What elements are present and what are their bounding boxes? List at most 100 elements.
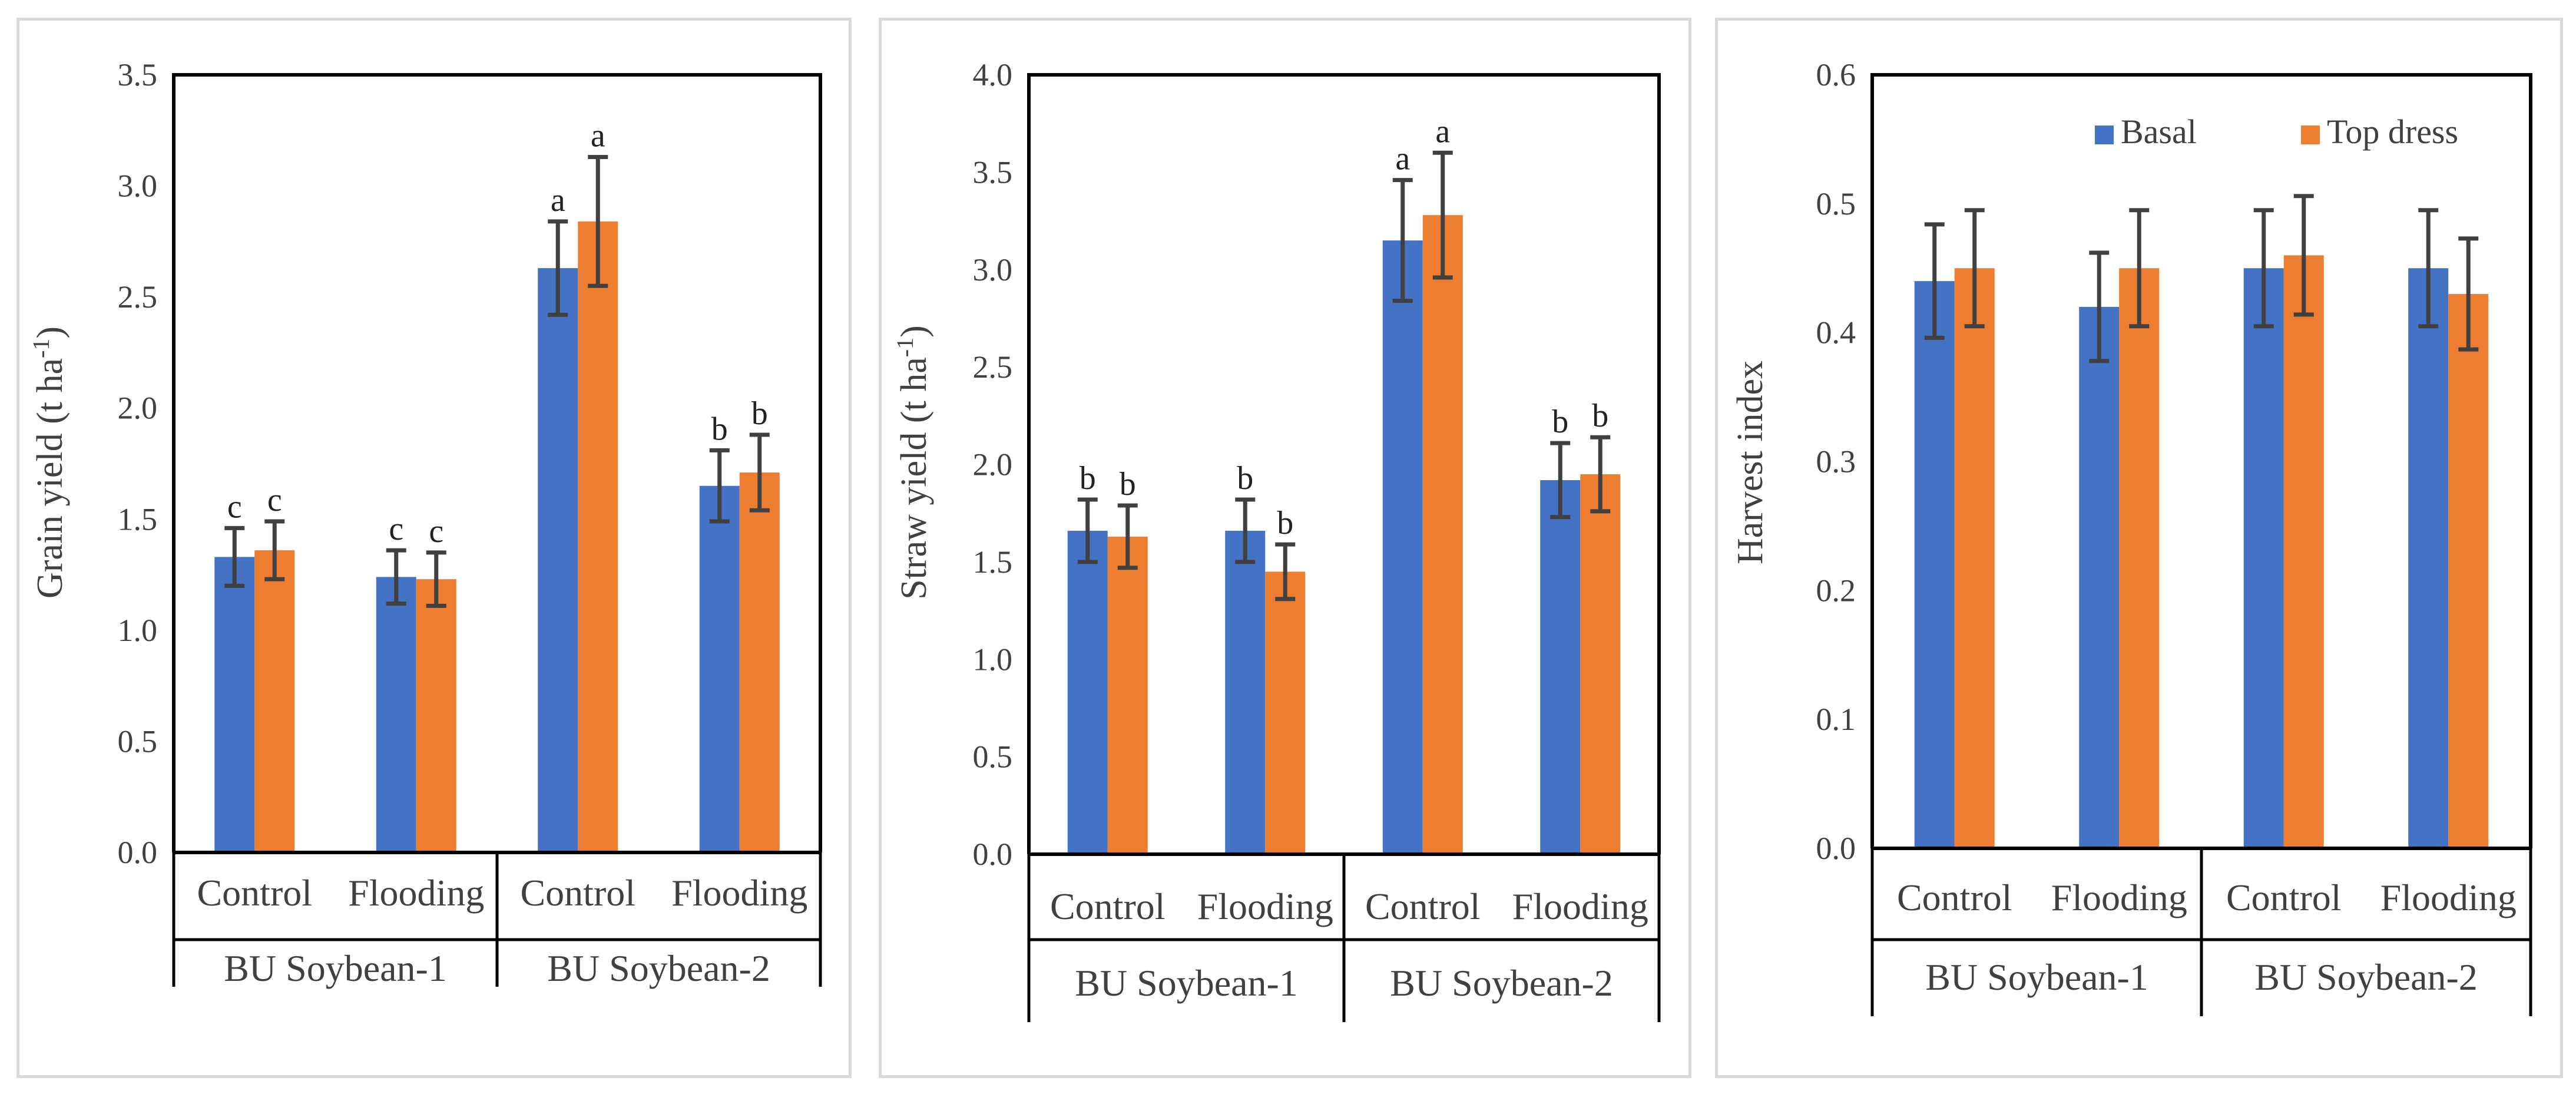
- error-bar: [1590, 435, 1611, 514]
- y-tick-label: 0.5: [973, 739, 1013, 775]
- y-tick-label: 2.0: [118, 391, 158, 426]
- bar-basal: [2079, 306, 2120, 848]
- y-tick-label: 4.0: [973, 57, 1013, 92]
- error-bar: [2418, 208, 2439, 329]
- group-label: BU Soybean-1: [1925, 956, 2148, 998]
- error-bar: [1432, 150, 1453, 280]
- y-axis-label: Grain yield (t ha-1): [28, 326, 71, 599]
- bar-basal: [2408, 268, 2449, 848]
- significance-letter: a: [1435, 113, 1450, 150]
- significance-letter: b: [1120, 466, 1136, 503]
- error-bar: [386, 548, 406, 606]
- group-label: BU Soybean-2: [2254, 956, 2478, 998]
- bar-basal: [376, 577, 416, 852]
- y-tick-label: 1.0: [973, 642, 1013, 677]
- error-bar: [1550, 441, 1571, 520]
- significance-letter: c: [227, 488, 242, 525]
- y-tick-label: 2.5: [973, 349, 1013, 385]
- significance-letter: c: [429, 513, 443, 550]
- bar-basal: [1067, 530, 1108, 854]
- error-bar: [2089, 250, 2110, 363]
- y-tick-label: 1.0: [118, 613, 158, 648]
- y-tick-label: 3.0: [973, 252, 1013, 287]
- plot-frame: [1870, 73, 2532, 848]
- significance-letter: b: [1080, 460, 1096, 497]
- y-tick-label: 0.3: [1816, 444, 1856, 480]
- y-tick-label: 0.5: [118, 723, 158, 759]
- plot-frame: [1027, 73, 1661, 854]
- significance-letter: c: [389, 511, 403, 547]
- harvest-index-chart: 0.0 0.1 0.2 0.3 0.4 0.5 0.6 Harvest index Contro…: [1730, 57, 2532, 1016]
- y-tick-label: 3.5: [118, 57, 158, 92]
- bar-basal: [214, 557, 255, 852]
- y-tick-label: 0.0: [1816, 831, 1856, 866]
- bar-top-dress: [2119, 268, 2160, 848]
- significance-letter: b: [711, 411, 728, 447]
- bar-top-dress: [1954, 268, 1995, 848]
- error-bar: [749, 432, 770, 513]
- straw-yield-chart: 0.0 0.5 1.0 1.5 2.0 2.5 3.0 3.5 4.0 Straw yield (…: [892, 57, 1661, 1022]
- error-bar: [426, 550, 446, 608]
- y-tick-label: 0.4: [1816, 315, 1856, 351]
- y-tick-label: 0.0: [118, 835, 158, 870]
- significance-letter: b: [1277, 505, 1293, 541]
- bar-basal: [699, 485, 740, 852]
- bar-top-dress: [1107, 536, 1148, 854]
- straw-yield-chart-panel: 0.0 0.5 1.0 1.5 2.0 2.5 3.0 3.5 4.0 Straw yield (…: [879, 18, 1691, 1078]
- category-label: Control: [1897, 877, 2012, 918]
- category-label: Control: [2226, 877, 2342, 918]
- error-bar: [1077, 497, 1098, 564]
- error-bar: [2253, 208, 2274, 329]
- group-label: BU Soybean-2: [547, 947, 770, 989]
- y-tick-label: 0.1: [1816, 702, 1856, 737]
- error-bar: [2293, 194, 2314, 317]
- y-tick-label: 0.5: [1816, 186, 1856, 222]
- category-label: Control: [197, 872, 312, 914]
- group-label: BU Soybean-2: [1390, 962, 1613, 1004]
- y-tick-label: 3.5: [973, 154, 1013, 190]
- y-tick-label: 0.6: [1816, 57, 1856, 92]
- error-bar: [1275, 542, 1296, 601]
- bar-basal: [1540, 480, 1581, 854]
- error-bar: [224, 525, 245, 588]
- significance-letter: b: [751, 395, 768, 432]
- bar-top-dress: [739, 472, 780, 852]
- error-bar: [264, 519, 285, 581]
- error-bar: [2129, 208, 2150, 329]
- error-bar: [1235, 497, 1256, 564]
- error-bar: [709, 448, 730, 524]
- error-bar: [2458, 236, 2479, 352]
- y-tick-label: 0.2: [1816, 573, 1856, 608]
- bar-basal: [538, 268, 578, 853]
- category-label: Control: [520, 872, 635, 914]
- y-axis-label: Straw yield (t ha-1): [892, 325, 935, 600]
- significance-letter: b: [1592, 398, 1608, 434]
- grain-yield-chart: 0.0 0.5 1.0 1.5 2.0 2.5 3.0 3.5 Grain yield (t h…: [28, 57, 822, 989]
- y-tick-label: 1.5: [118, 501, 158, 537]
- category-label: Flooding: [671, 872, 807, 914]
- plot-frame: [172, 73, 822, 852]
- significance-letter: c: [267, 482, 282, 518]
- error-bar: [548, 219, 568, 317]
- y-tick-label: 0.0: [973, 837, 1013, 872]
- error-bar: [1964, 208, 1985, 329]
- significance-letter: a: [551, 182, 565, 219]
- legend-swatch-basal: [2095, 125, 2114, 144]
- error-bar: [1392, 178, 1413, 303]
- bar-basal: [1225, 530, 1266, 854]
- significance-letter: b: [1552, 404, 1568, 440]
- bar-top-dress: [2283, 255, 2324, 848]
- bar-basal: [1914, 281, 1955, 849]
- legend-label-top-dress: Top dress: [2327, 113, 2458, 151]
- error-bar: [588, 155, 608, 288]
- bar-top-dress: [1580, 474, 1621, 854]
- significance-letter: b: [1237, 460, 1253, 497]
- bar-basal: [2243, 268, 2284, 848]
- group-label: BU Soybean-1: [1075, 962, 1298, 1004]
- y-tick-label: 2.0: [973, 447, 1013, 482]
- error-bar: [1924, 222, 1945, 340]
- harvest-index-chart-panel: 0.0 0.1 0.2 0.3 0.4 0.5 0.6 Harvest index Contro…: [1715, 18, 2563, 1078]
- y-tick-label: 3.0: [118, 168, 158, 204]
- y-axis-label: Harvest index: [1730, 361, 1770, 564]
- significance-letter: a: [591, 118, 605, 154]
